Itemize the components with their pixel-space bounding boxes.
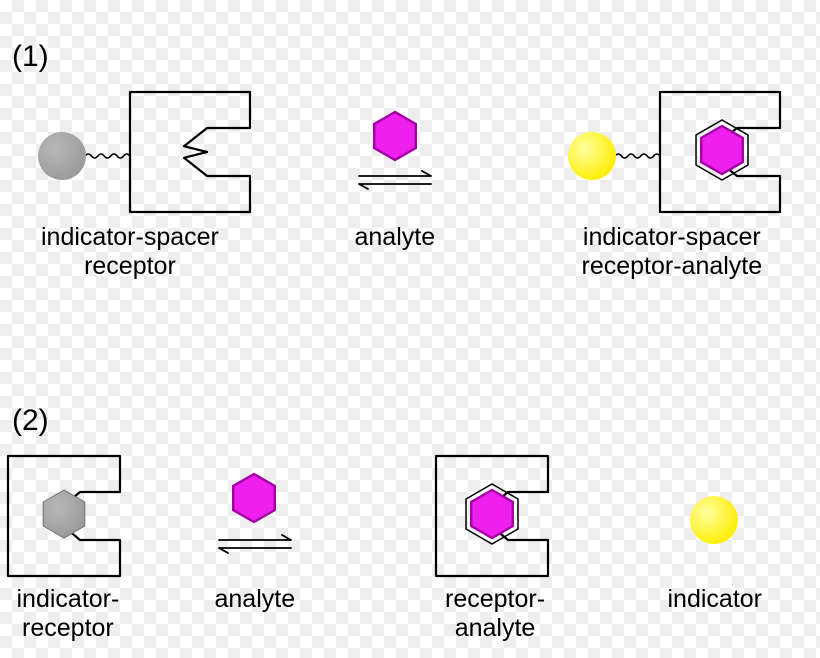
spacer-squiggle: [85, 154, 130, 158]
indicator-on: [568, 132, 616, 180]
spacer-squiggle: [615, 154, 660, 158]
analyte-hexagon: [701, 126, 743, 174]
diagram-label: indicator- receptor: [17, 585, 120, 643]
analyte-hexagon: [233, 474, 275, 522]
equilibrium-arrow-reverse: [359, 184, 431, 189]
indicator-on: [690, 496, 738, 544]
diagram-label: analyte: [355, 223, 436, 252]
diagram-label: analyte: [215, 585, 296, 614]
indicator-off: [38, 132, 86, 180]
diagram-label: indicator-spacer receptor: [41, 223, 219, 281]
panel-marker: (1): [12, 40, 49, 75]
equilibrium-arrow-forward: [219, 535, 291, 540]
indicator-in-receptor: [43, 490, 85, 538]
panel-marker: (2): [12, 404, 49, 439]
equilibrium-arrow-forward: [359, 171, 431, 176]
analyte-hexagon: [374, 112, 416, 160]
diagram-label: indicator-spacer receptor-analyte: [582, 223, 763, 281]
receptor-shape: [130, 92, 250, 212]
equilibrium-arrow-reverse: [219, 548, 291, 553]
analyte-hexagon: [471, 490, 513, 538]
diagram-label: indicator: [668, 585, 763, 614]
diagram-label: receptor- analyte: [445, 585, 545, 643]
